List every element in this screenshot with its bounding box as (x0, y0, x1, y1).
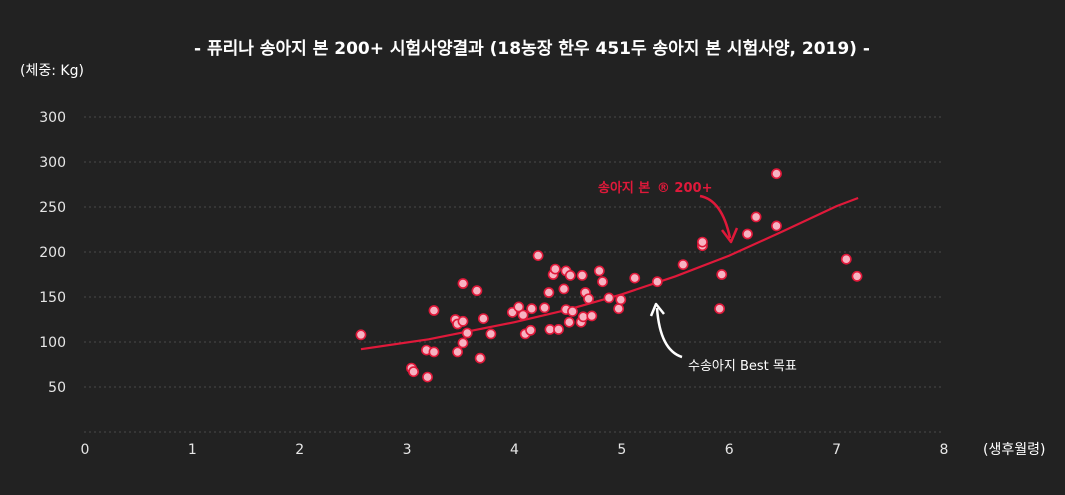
annotation-best-target: 수송아지 Best 목표 (649, 302, 797, 374)
data-point (603, 292, 615, 304)
data-point (851, 270, 863, 282)
y-tick-label: 200 (39, 245, 66, 261)
data-point (771, 168, 782, 180)
data-point (597, 276, 608, 288)
data-point (457, 337, 469, 349)
data-point (549, 263, 561, 275)
annotation-best-target-arrowhead (649, 302, 665, 317)
data-point (526, 303, 538, 315)
data-point (564, 269, 576, 281)
annotation-calf-bon-label: 송아지 본 (598, 180, 650, 196)
x-tick-label: 2 (295, 442, 304, 458)
data-point (457, 315, 469, 327)
chart-title: - 퓨리나 송아지 본 200+ 시험사양결과 (18농장 한우 451두 송아… (194, 38, 870, 59)
data-point (771, 220, 782, 232)
x-tick-label: 6 (725, 442, 734, 458)
data-point (355, 329, 367, 341)
annotation-best-target-arrow (655, 307, 683, 359)
data-point (408, 366, 419, 378)
x-unit-label: (생후월령) (983, 442, 1045, 458)
data-point (629, 272, 641, 284)
data-point (613, 303, 625, 315)
data-point (567, 305, 578, 317)
data-point (422, 371, 433, 383)
x-axis-ticks: 0 1 2 3 4 5 6 7 8 (81, 442, 949, 458)
grid-lines (84, 116, 944, 433)
data-point (714, 303, 725, 315)
data-point (477, 313, 489, 324)
y-unit-label: (체중: Kg) (20, 63, 84, 79)
data-point (457, 278, 469, 289)
data-point (525, 324, 537, 336)
x-tick-label: 7 (832, 442, 841, 458)
data-point (651, 276, 663, 288)
trend-line (360, 196, 859, 351)
data-point (677, 259, 689, 270)
data-point (485, 328, 497, 340)
data-point (563, 316, 575, 328)
x-tick-label: 3 (403, 442, 412, 458)
annotation-calf-bon-sup: ® 200+ (657, 181, 713, 196)
data-point (471, 285, 483, 297)
data-point (615, 294, 627, 306)
data-point (517, 309, 529, 321)
x-tick-label: 5 (617, 442, 626, 458)
data-point (532, 250, 544, 261)
data-points (355, 168, 863, 383)
data-point (428, 346, 440, 358)
data-point (583, 293, 594, 305)
data-point (750, 211, 762, 223)
data-point (593, 265, 605, 277)
svg-text:송아지 본 ® 200+: 송아지 본 ® 200+ (598, 180, 712, 196)
y-tick-label: 250 (39, 200, 66, 216)
data-point (513, 301, 525, 313)
data-point (539, 302, 550, 314)
y-axis-ticks: 50 100 150 200 250 300 300 (39, 110, 66, 396)
data-point (716, 269, 728, 280)
data-point (840, 253, 852, 265)
y-tick-label: 300 (39, 155, 66, 171)
data-point (697, 236, 708, 248)
data-point (553, 323, 564, 335)
y-tick-label: 150 (39, 290, 66, 306)
y-tick-label: 300 (39, 110, 66, 126)
data-point (742, 228, 753, 240)
annotation-best-target-label: 수송아지 Best 목표 (688, 359, 797, 374)
data-point (461, 327, 473, 339)
y-tick-label: 50 (48, 380, 66, 396)
x-tick-label: 0 (81, 442, 90, 458)
x-tick-label: 8 (940, 442, 949, 458)
data-point (474, 352, 486, 364)
annotation-calf-bon-arrow (699, 194, 732, 239)
annotation-calf-bon: 송아지 본 ® 200+ (598, 180, 739, 244)
data-point (586, 310, 598, 322)
data-point (543, 287, 555, 298)
x-tick-label: 4 (510, 442, 519, 458)
data-point (558, 283, 570, 295)
data-point (576, 269, 588, 281)
data-point (428, 305, 440, 316)
trend-lines (360, 196, 859, 351)
y-tick-label: 100 (39, 335, 66, 351)
data-point (577, 311, 589, 323)
x-tick-label: 1 (188, 442, 197, 458)
data-point (452, 346, 463, 358)
annotation-calf-bon-arrowhead (721, 227, 739, 244)
